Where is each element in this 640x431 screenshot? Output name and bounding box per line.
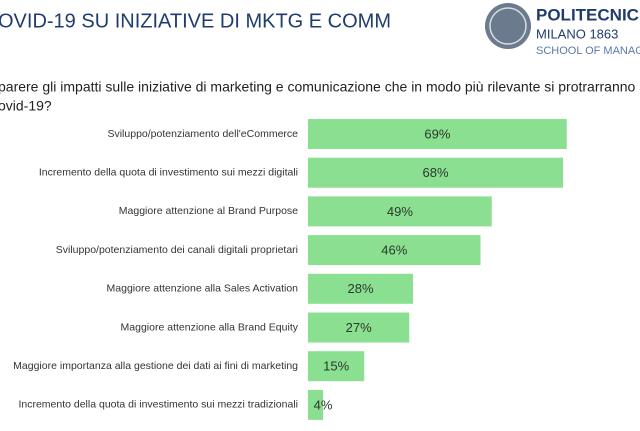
value-label: 68%	[422, 165, 448, 180]
bar	[308, 119, 567, 149]
bar	[308, 235, 481, 266]
question-line: parere gli impatti sulle iniziative di m…	[0, 79, 640, 95]
logo-seal	[485, 3, 531, 49]
value-label: 69%	[424, 126, 450, 141]
category-label: Sviluppo/potenziamento dell'eCommerce	[107, 128, 298, 140]
bar	[308, 157, 563, 188]
plot: Sviluppo/potenziamento dell'eCommerce 69%…	[13, 119, 567, 420]
logo-school: SCHOOL OF MANAGEME	[536, 45, 640, 57]
value-label: 46%	[381, 243, 407, 258]
logo-seal-ring	[489, 7, 527, 45]
slide-title: OVID-19 SU INIZIATIVE DI MKTG E COMM	[0, 10, 391, 32]
value-label: 15%	[323, 359, 349, 374]
logo-name: POLITECNIC	[536, 5, 639, 24]
bar	[308, 273, 413, 304]
category-label: Maggiore attenzione alla Brand Equity	[121, 321, 299, 333]
category-label: Maggiore importanza alla gestione dei da…	[13, 360, 298, 372]
bar	[308, 389, 323, 420]
bar	[308, 196, 492, 227]
value-label: 49%	[387, 204, 413, 219]
value-label: 28%	[347, 281, 373, 296]
question-line: ovid-19?	[0, 98, 52, 114]
category-label: Maggiore attenzione al Brand Purpose	[119, 205, 298, 217]
category-label: Maggiore attenzione alla Sales Activatio…	[107, 283, 299, 295]
bar	[308, 351, 365, 382]
value-label: 4%	[314, 397, 333, 412]
category-label: Sviluppo/potenziamento dei canali digita…	[56, 244, 298, 256]
value-label: 27%	[346, 320, 372, 335]
category-label: Incremento della quota di investimento s…	[18, 399, 298, 411]
bar	[308, 312, 410, 343]
logo: POLITECNIC MILANO 1863 SCHOOL OF MANAGEM…	[485, 3, 640, 57]
category-label: Incremento della quota di investimento s…	[39, 166, 298, 178]
logo-city: MILANO 1863	[536, 26, 618, 41]
